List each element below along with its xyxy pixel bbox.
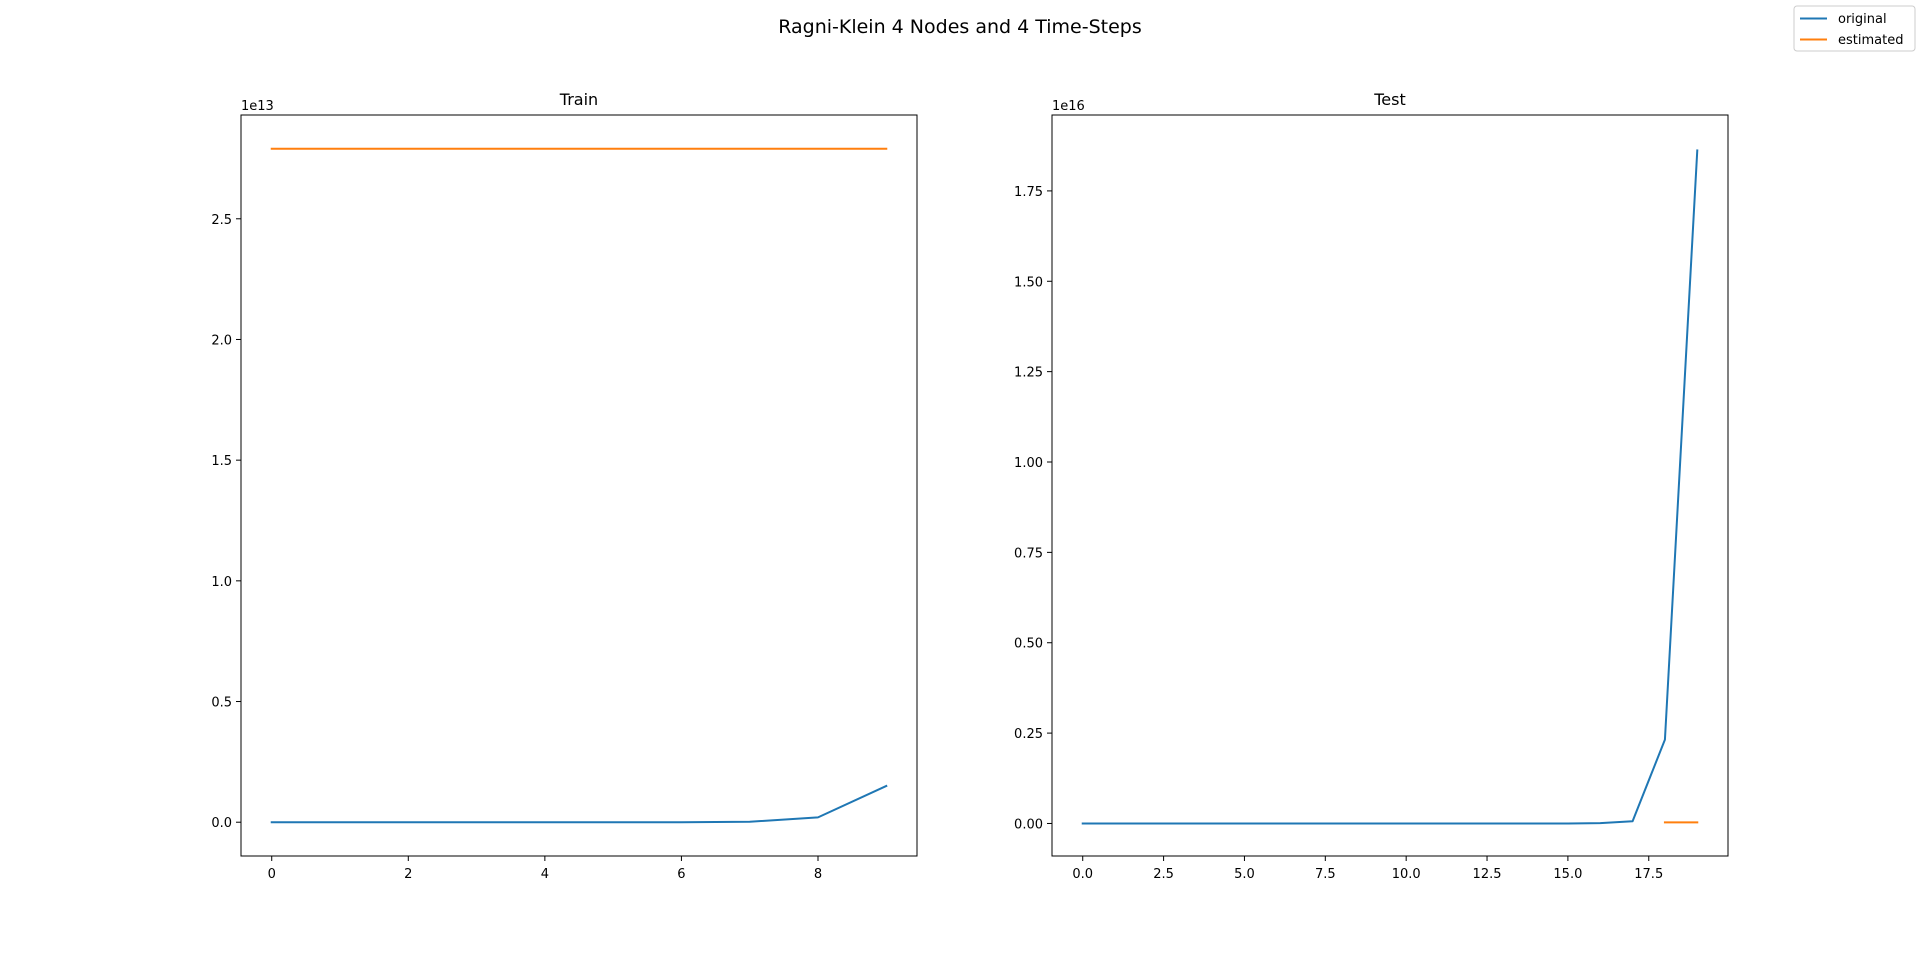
legend-label-original: original (1838, 12, 1887, 27)
figure-title: Ragni-Klein 4 Nodes and 4 Time-Steps (778, 16, 1142, 38)
train-x-tick-label: 6 (677, 867, 685, 882)
train-y-tick-label: 2.5 (211, 213, 232, 228)
test-y-tick-label: 0.00 (1014, 817, 1043, 832)
train-y-tick-label: 1.0 (211, 575, 232, 590)
legend: original estimated (1793, 5, 1916, 52)
test-x-tick-label: 15.0 (1553, 867, 1582, 882)
train-chart: 0 2 4 6 8 0.0 0.5 1.0 1.5 2.0 2.5 1e13 Train (211, 90, 918, 882)
train-chart-title: Train (559, 90, 598, 109)
train-x-tick-label: 8 (814, 867, 822, 882)
legend-label-estimated: estimated (1838, 33, 1903, 48)
test-x-tick-label: 2.5 (1153, 867, 1174, 882)
train-y-tick-label: 1.5 (211, 454, 232, 469)
test-y-tick-label: 1.25 (1014, 366, 1043, 381)
test-x-tick-label: 10.0 (1392, 867, 1421, 882)
test-chart-title: Test (1373, 90, 1406, 109)
test-y-tick-label: 1.50 (1014, 275, 1043, 290)
test-y-tick-label: 1.00 (1014, 456, 1043, 471)
test-y-tick-label: 1.75 (1014, 185, 1043, 200)
test-axis-offset-text: 1e16 (1052, 99, 1085, 114)
train-y-tick-label: 2.0 (211, 333, 232, 348)
train-axes-frame (240, 114, 918, 857)
test-x-tick-label: 5.0 (1234, 867, 1255, 882)
test-y-tick-label: 0.50 (1014, 637, 1043, 652)
test-y-tick-label: 0.25 (1014, 727, 1043, 742)
train-x-tick-label: 0 (268, 867, 276, 882)
test-series-original-line (1081, 149, 1699, 825)
test-x-tick-label: 17.5 (1634, 867, 1663, 882)
train-series-original-line (270, 784, 888, 824)
test-axes-frame (1051, 114, 1729, 857)
train-y-tick-label: 0.5 (211, 696, 232, 711)
test-y-tick-label: 0.75 (1014, 546, 1043, 561)
test-x-tick-label: 0.0 (1072, 867, 1093, 882)
train-x-tick-label: 2 (404, 867, 412, 882)
test-x-tick-label: 7.5 (1315, 867, 1336, 882)
test-chart: 0.0 2.5 5.0 7.5 10.0 12.5 15.0 17.5 0.00 0.25 0.50… (1014, 90, 1729, 882)
train-axis-offset-text: 1e13 (241, 99, 274, 114)
test-x-tick-label: 12.5 (1473, 867, 1502, 882)
train-x-tick-label: 4 (541, 867, 549, 882)
train-y-tick-label: 0.0 (211, 816, 232, 831)
